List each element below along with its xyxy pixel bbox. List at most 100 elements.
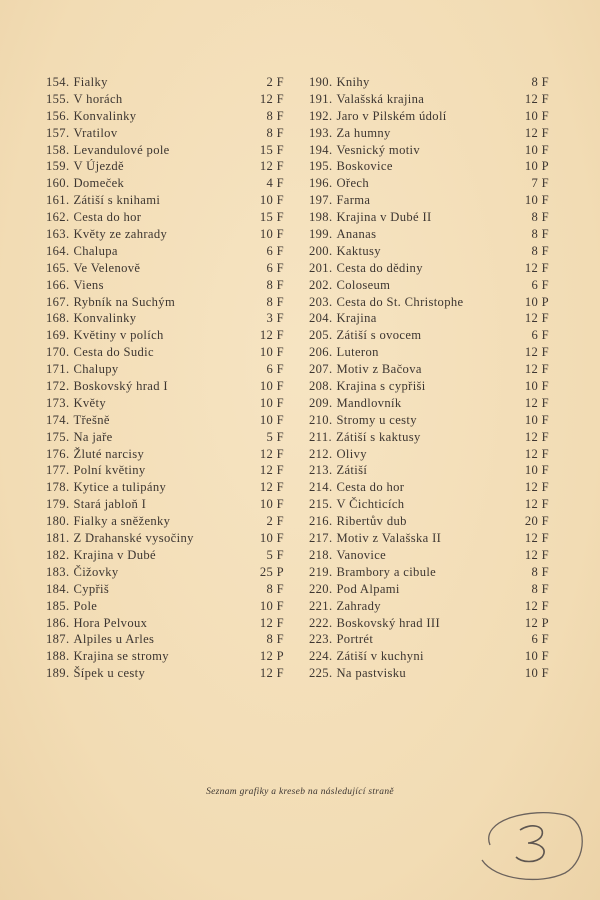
catalog-entry: 192. Jaro v Pilském údolí 10 F (309, 108, 549, 125)
catalog-entry: 223. Portrét 6 F (309, 631, 549, 648)
entry-number: 216. (309, 514, 333, 529)
entry-title: Ananas (336, 227, 377, 242)
catalog-entry: 163. Květy ze zahrady 10 F (46, 226, 284, 243)
entry-price: 20 F (524, 514, 549, 529)
entry-price: 5 F (266, 547, 284, 562)
entry-title: Ribertův dub (336, 514, 407, 529)
entry-price: 12 F (524, 311, 549, 326)
entry-title: V horách (73, 91, 123, 106)
entry-price: 10 F (524, 108, 549, 123)
entry-number: 187. (46, 632, 70, 647)
entry-price: 12 F (259, 159, 284, 174)
entry-number: 199. (309, 227, 333, 242)
entry-number: 181. (46, 531, 70, 546)
entry-title: Šípek u cesty (73, 666, 146, 681)
entry-number: 171. (46, 362, 70, 377)
catalog-entry: 167. Rybník na Suchým 8 F (46, 294, 284, 311)
entry-price: 12 F (259, 446, 284, 461)
entry-number: 217. (309, 531, 333, 546)
catalog-entry: 194. Vesnický motiv 10 F (309, 142, 549, 159)
entry-title: Portrét (336, 632, 374, 647)
entry-number: 195. (309, 159, 333, 174)
entry-price: 10 F (524, 463, 549, 478)
entry-price: 12 P (259, 649, 284, 664)
entry-title: Krajina v Dubé (73, 547, 156, 562)
entry-title: V Újezdě (73, 159, 124, 174)
entry-title: Krajina (336, 311, 377, 326)
catalog-entry: 185. Pole 10 F (46, 598, 284, 615)
catalog-entry: 220. Pod Alpami 8 F (309, 581, 549, 598)
entry-title: Alpiles u Arles (73, 632, 155, 647)
entry-number: 200. (309, 243, 333, 258)
entry-title: Čižovky (73, 564, 119, 579)
entry-number: 192. (309, 108, 333, 123)
catalog-entry: 217. Motiv z Valašska II 12 F (309, 530, 549, 547)
entry-price: 8 F (266, 581, 284, 596)
entry-number: 184. (46, 581, 70, 596)
entry-number: 163. (46, 227, 70, 242)
entry-number: 169. (46, 328, 70, 343)
entry-price: 8 F (266, 294, 284, 309)
catalog-entry: 216. Ribertův dub 20 F (309, 513, 549, 530)
footer-note: Seznam grafiky a kreseb na následující s… (206, 787, 394, 797)
entry-title: Pole (73, 598, 98, 613)
entry-price: 12 F (259, 463, 284, 478)
catalog-entry: 196. Ořech 7 F (309, 175, 549, 192)
catalog-entry: 188. Krajina se stromy 12 P (46, 648, 284, 665)
catalog-entry: 183. Čižovky 25 P (46, 564, 284, 581)
entry-title: Motiv z Bačova (336, 362, 422, 377)
entry-number: 212. (309, 446, 333, 461)
entry-price: 2 F (266, 514, 284, 529)
catalog-entry: 166. Viens 8 F (46, 277, 284, 294)
entry-number: 202. (309, 277, 333, 292)
catalog-entry: 186. Hora Pelvoux 12 F (46, 615, 284, 632)
catalog-entry: 198. Krajina v Dubé II 8 F (309, 209, 549, 226)
catalog-entry: 206. Luteron 12 F (309, 344, 549, 361)
entry-number: 174. (46, 412, 70, 427)
entry-title: Knihy (336, 75, 370, 89)
catalog-column-left: 154. Fialky 2 F 155. V horách 12 F 156. Konvali… (46, 74, 284, 682)
catalog-entry: 159. V Újezdě 12 F (46, 158, 284, 175)
catalog-entry: 199. Ananas 8 F (309, 226, 549, 243)
catalog-entry: 184. Cypřiš 8 F (46, 581, 284, 598)
entry-price: 12 F (524, 446, 549, 461)
entry-title: Polní květiny (73, 463, 146, 478)
entry-number: 208. (309, 379, 333, 394)
entry-title: Žluté narcisy (73, 446, 145, 461)
catalog-entry: 182. Krajina v Dubé 5 F (46, 547, 284, 564)
entry-title: Třešně (73, 412, 110, 427)
entry-title: Boskovský hrad III (336, 615, 440, 630)
entry-price: 12 F (524, 395, 549, 410)
entry-title: Květy ze zahrady (73, 227, 168, 242)
entry-title: Coloseum (336, 277, 391, 292)
entry-price: 10 F (259, 345, 284, 360)
entry-number: 196. (309, 176, 333, 191)
entry-price: 10 F (259, 227, 284, 242)
entry-price: 10 F (524, 193, 549, 208)
entry-price: 8 F (266, 108, 284, 123)
catalog-entry: 221. Zahrady 12 F (309, 598, 549, 615)
entry-number: 221. (309, 598, 333, 613)
entry-number: 172. (46, 379, 70, 394)
catalog-entry: 176. Žluté narcisy 12 F (46, 446, 284, 463)
entry-title: Luteron (336, 345, 379, 360)
catalog-entry: 209. Mandlovník 12 F (309, 395, 549, 412)
entry-number: 168. (46, 311, 70, 326)
entry-price: 12 F (259, 615, 284, 630)
entry-number: 164. (46, 243, 70, 258)
entry-price: 8 F (266, 632, 284, 647)
entry-number: 175. (46, 429, 70, 444)
entry-price: 10 F (259, 598, 284, 613)
entry-title: Cesta do hor (336, 480, 405, 495)
catalog-entry: 165. Ve Velenově 6 F (46, 260, 284, 277)
entry-price: 6 F (266, 260, 284, 275)
entry-number: 161. (46, 193, 70, 208)
catalog-entry: 169. Květiny v polích 12 F (46, 327, 284, 344)
entry-title: Fialky (73, 75, 108, 89)
entry-price: 6 F (266, 243, 284, 258)
catalog-entry: 212. Olivy 12 F (309, 446, 549, 463)
entry-number: 156. (46, 108, 70, 123)
catalog-entry: 170. Cesta do Sudic 10 F (46, 344, 284, 361)
catalog-entry: 222. Boskovský hrad III 12 P (309, 615, 549, 632)
entry-title: Kaktusy (336, 243, 381, 258)
